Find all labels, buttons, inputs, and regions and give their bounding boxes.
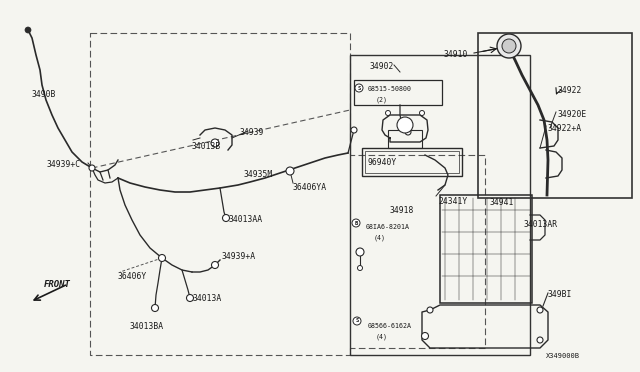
Circle shape — [353, 317, 361, 325]
Circle shape — [351, 127, 357, 133]
Text: 34922: 34922 — [558, 86, 582, 95]
Bar — [478, 33, 632, 198]
Text: 24341Y: 24341Y — [438, 197, 467, 206]
Text: 34013AA: 34013AA — [229, 215, 263, 224]
Bar — [362, 148, 462, 176]
Text: 3490B: 3490B — [32, 90, 56, 99]
Circle shape — [89, 165, 95, 171]
Text: 08566-6162A: 08566-6162A — [368, 323, 412, 329]
Text: 36406YA: 36406YA — [293, 183, 327, 192]
Text: 34013A: 34013A — [193, 294, 222, 303]
Circle shape — [223, 215, 230, 221]
Text: 34902: 34902 — [370, 62, 394, 71]
Circle shape — [497, 34, 521, 58]
Text: (4): (4) — [376, 333, 388, 340]
Circle shape — [427, 307, 433, 313]
Circle shape — [211, 139, 219, 147]
Circle shape — [211, 262, 218, 269]
Text: (2): (2) — [376, 96, 388, 103]
Text: 34941: 34941 — [490, 198, 515, 207]
Text: 34939: 34939 — [240, 128, 264, 137]
Text: 36406Y: 36406Y — [118, 272, 147, 281]
Bar — [388, 130, 422, 148]
Text: 34013B: 34013B — [192, 142, 221, 151]
Text: X349000B: X349000B — [546, 353, 580, 359]
Text: 34922+A: 34922+A — [548, 124, 582, 133]
Circle shape — [352, 219, 360, 227]
Text: 08IA6-8201A: 08IA6-8201A — [366, 224, 410, 230]
Circle shape — [502, 39, 516, 53]
Circle shape — [356, 248, 364, 256]
Text: 34939+A: 34939+A — [222, 252, 256, 261]
Text: 34939+C: 34939+C — [47, 160, 81, 169]
Text: 34013BA: 34013BA — [130, 322, 164, 331]
Bar — [350, 55, 530, 355]
Text: S: S — [357, 86, 360, 90]
Text: 34920E: 34920E — [558, 110, 588, 119]
Text: S: S — [355, 318, 358, 324]
Circle shape — [159, 254, 166, 262]
Circle shape — [152, 305, 159, 311]
Bar — [354, 80, 442, 105]
Bar — [365, 151, 459, 173]
Circle shape — [25, 27, 31, 33]
Circle shape — [397, 117, 413, 133]
Circle shape — [286, 167, 294, 175]
Circle shape — [405, 129, 411, 135]
Circle shape — [422, 333, 429, 340]
Text: 34910: 34910 — [444, 50, 468, 59]
Circle shape — [186, 295, 193, 301]
Circle shape — [537, 307, 543, 313]
Text: 96940Y: 96940Y — [368, 158, 397, 167]
Text: 349BI: 349BI — [548, 290, 572, 299]
Circle shape — [385, 110, 390, 115]
Circle shape — [355, 84, 363, 92]
Text: FRONT: FRONT — [44, 280, 71, 289]
Text: B: B — [355, 221, 358, 225]
Text: 34935M: 34935M — [244, 170, 273, 179]
Circle shape — [537, 337, 543, 343]
Text: 08515-50800: 08515-50800 — [368, 86, 412, 92]
Text: 34013AR: 34013AR — [524, 220, 558, 229]
Circle shape — [358, 266, 362, 270]
Text: 34918: 34918 — [390, 206, 414, 215]
Bar — [440, 195, 532, 303]
Text: (4): (4) — [374, 234, 386, 241]
Circle shape — [419, 110, 424, 115]
